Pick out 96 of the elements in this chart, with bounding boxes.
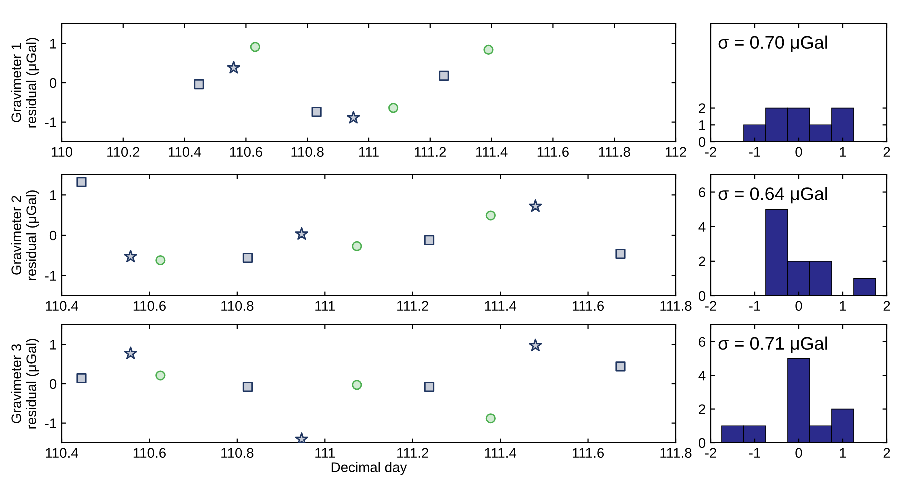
x-tick-label: -1 (749, 301, 760, 311)
y-tick-label: 0 (698, 291, 706, 302)
point (156, 255, 166, 266)
x-tick-label: 110.2 (108, 147, 140, 158)
y-tick-label: 0 (698, 438, 706, 448)
point (242, 253, 253, 264)
point (352, 380, 362, 390)
point (194, 80, 204, 90)
y-tick-label: 2 (699, 404, 706, 414)
x-tick-label: 110.4 (46, 301, 78, 312)
x-tick-label: 110.8 (222, 301, 254, 312)
point (227, 61, 241, 74)
x-tick-label: 111.2 (415, 147, 446, 157)
y-tick-label: 0 (698, 137, 706, 148)
point (486, 210, 496, 221)
y-tick-label: 6 (699, 337, 706, 348)
y-axis-title: Gravimeter 3 residual (μGal) (11, 339, 40, 429)
x-tick-label: 2 (884, 448, 890, 458)
x-tick-label: 111.4 (476, 147, 508, 157)
x-tick-label: 111.4 (485, 301, 517, 311)
y-tick-label: 0 (50, 379, 57, 390)
y-tick-label: 1 (50, 340, 56, 350)
y-tick-label: 0 (50, 78, 57, 88)
y-tick-label: 1 (699, 120, 706, 130)
annotation: σ = 0.71 μGal (718, 336, 828, 354)
point (156, 370, 166, 381)
x-tick-label: 110.6 (134, 448, 166, 458)
x-tick-label: 110.8 (292, 147, 324, 158)
x-tick-label: 110.6 (230, 147, 262, 158)
y-tick-label: 4 (698, 371, 706, 381)
x-tick-label: 110.8 (222, 448, 254, 458)
point (76, 373, 87, 384)
x-tick-label: -2 (705, 301, 716, 311)
point (616, 249, 626, 260)
x-tick-label: 1 (840, 448, 846, 458)
y-tick-label: 1 (50, 39, 56, 49)
y-axis-title: Gravimeter 2 residual (μGal) (11, 190, 40, 280)
x-tick-label: 0 (796, 301, 802, 312)
x-tick-label: 111.6 (538, 147, 569, 158)
x-tick-label: 111.8 (599, 147, 630, 158)
x-tick-label: 2 (884, 147, 890, 157)
point (424, 235, 435, 246)
y-axis-title: Gravimeter 1 residual (μGal) (11, 38, 40, 128)
y-tick-label: -1 (45, 418, 56, 428)
x-tick-label: 111 (316, 448, 336, 458)
x-tick-label: 111.8 (660, 448, 692, 458)
y-tick-label: 6 (699, 188, 706, 198)
x-tick-label: 1 (840, 301, 846, 311)
x-axis-title: Decimal day (332, 462, 408, 476)
x-tick-label: 111.4 (485, 448, 517, 458)
point (124, 346, 138, 360)
point (347, 111, 360, 124)
y-tick-label: 2 (699, 104, 706, 114)
x-tick-label: 110 (52, 147, 73, 158)
point (529, 338, 542, 352)
point (486, 414, 496, 424)
y-tick-label: 2 (699, 256, 706, 266)
y-tick-label: -1 (45, 118, 56, 128)
x-tick-label: 0 (796, 448, 802, 458)
x-tick-label: 110.4 (168, 147, 202, 158)
point (250, 42, 260, 52)
point (439, 70, 450, 81)
x-tick-label: 2 (884, 301, 890, 311)
x-tick-label: 111 (360, 147, 379, 157)
x-tick-label: 111.8 (660, 301, 692, 312)
x-tick-label: 110.4 (46, 448, 78, 458)
point (529, 200, 542, 212)
x-tick-label: 112 (666, 147, 686, 157)
point (312, 107, 322, 118)
x-tick-label: 111.6 (572, 448, 604, 458)
x-tick-label: -2 (705, 448, 716, 458)
point (484, 44, 494, 56)
x-tick-label: 110.6 (134, 301, 166, 312)
y-tick-label: 4 (698, 222, 706, 232)
point (388, 103, 399, 114)
point (76, 177, 87, 188)
x-tick-label: -1 (749, 448, 760, 458)
x-tick-label: -1 (749, 147, 760, 157)
point (295, 227, 308, 240)
y-tick-label: 1 (50, 190, 56, 200)
annotation: σ = 0.64 μGal (718, 187, 828, 204)
annotation: σ = 0.70 μGal (718, 36, 828, 52)
point (352, 241, 362, 252)
x-tick-label: -2 (705, 147, 716, 157)
point (616, 362, 626, 372)
y-tick-label: -1 (45, 271, 56, 281)
x-tick-label: 111.2 (398, 448, 429, 458)
x-tick-label: 0 (796, 147, 802, 158)
x-tick-label: 111 (316, 301, 336, 311)
point (124, 250, 138, 263)
x-tick-label: 1 (840, 147, 846, 157)
x-tick-label: 111.6 (572, 301, 604, 312)
point (424, 382, 435, 392)
x-tick-label: 111.2 (398, 301, 429, 311)
point (242, 382, 253, 392)
y-tick-label: 0 (50, 230, 57, 241)
